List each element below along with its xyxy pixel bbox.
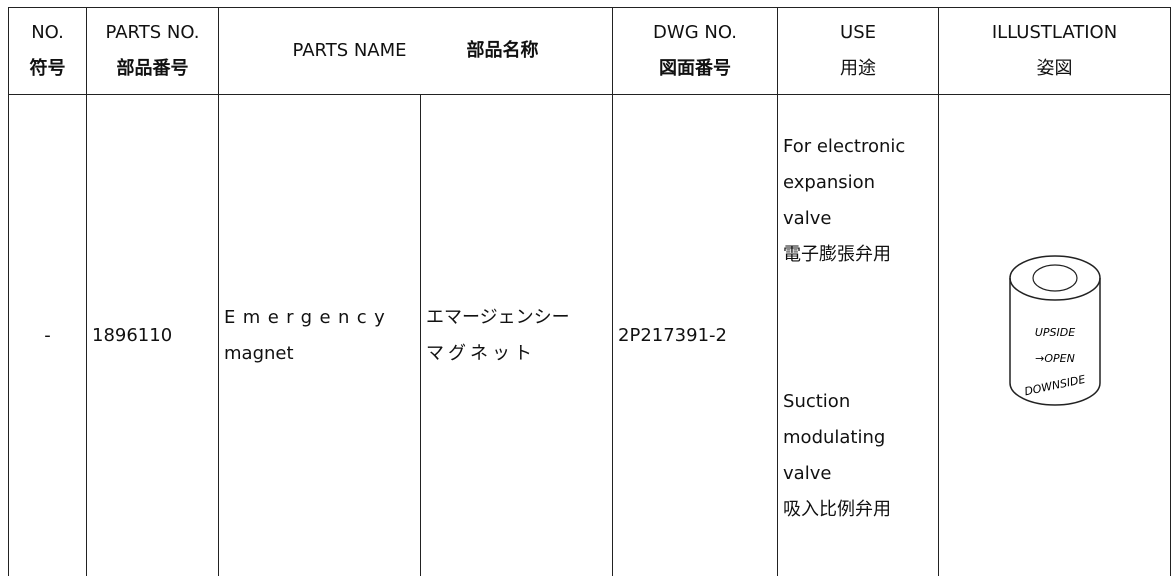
- cell-text: Emergency: [224, 300, 415, 336]
- cell-text: 1896110: [92, 325, 172, 346]
- header-cell: NO.符号: [9, 8, 87, 95]
- use-text: valve: [783, 456, 933, 492]
- use-text: valve: [783, 201, 933, 237]
- header-text: ILLUSTLATION: [944, 15, 1165, 51]
- header-text: USE: [783, 15, 933, 51]
- cell-text: 2P217391-2: [618, 325, 727, 346]
- illustration-label: UPSIDE: [1034, 326, 1074, 339]
- use-text: 吸入比例弁用: [783, 492, 933, 528]
- use-text: Suction: [783, 384, 933, 420]
- header-text: 部品番号: [92, 51, 213, 87]
- page: NO.符号 PARTS NO.部品番号 PARTS NAME 部品名称 DWG N…: [0, 0, 1176, 542]
- cell: UPSIDE →OPEN DOWNSIDE: [939, 95, 1171, 576]
- cell: 1896110: [87, 95, 219, 576]
- cell: エマージェンシーマグネット: [421, 95, 613, 576]
- header-text: PARTS NO.: [92, 15, 213, 51]
- illustration-label: DOWNSIDE: [1023, 373, 1086, 399]
- parts-table: NO.符号 PARTS NO.部品番号 PARTS NAME 部品名称 DWG N…: [8, 7, 1171, 576]
- use-text: 電子膨張弁用: [783, 237, 933, 273]
- use-text: For electronic: [783, 129, 933, 165]
- header-row: NO.符号 PARTS NO.部品番号 PARTS NAME 部品名称 DWG N…: [9, 8, 1171, 95]
- cell-text: エマージェンシー: [426, 300, 607, 336]
- header-text: PARTS NAME: [292, 40, 406, 61]
- header-cell: DWG NO.図面番号: [613, 8, 778, 95]
- header-text: DWG NO.: [618, 15, 772, 51]
- header-text: 用途: [783, 51, 933, 87]
- magnet-illustration: UPSIDE →OPEN DOWNSIDE: [995, 248, 1115, 418]
- cell: 2P217391-2: [613, 95, 778, 576]
- header-cell: PARTS NAME 部品名称: [219, 8, 613, 95]
- cell: -: [9, 95, 87, 576]
- header-text: NO.: [14, 15, 81, 51]
- use-text: expansion: [783, 165, 933, 201]
- cell-text: magnet: [224, 336, 415, 372]
- header-text: 符号: [14, 51, 81, 87]
- cell-text: マグネット: [426, 336, 607, 372]
- header-text: 姿図: [944, 51, 1165, 87]
- illustration-label: →OPEN: [1035, 352, 1075, 365]
- header-text: 部品名称: [467, 40, 539, 61]
- header-cell: PARTS NO.部品番号: [87, 8, 219, 95]
- cell-text: -: [44, 325, 51, 346]
- use-text: modulating: [783, 420, 933, 456]
- header-text: 図面番号: [618, 51, 772, 87]
